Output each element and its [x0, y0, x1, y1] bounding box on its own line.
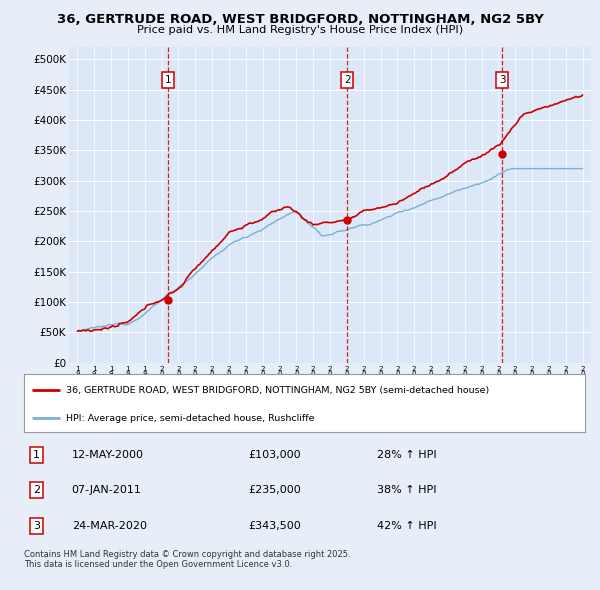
Text: 07-JAN-2011: 07-JAN-2011: [71, 486, 142, 495]
Text: 3: 3: [499, 76, 506, 86]
Text: 1: 1: [33, 450, 40, 460]
Text: £343,500: £343,500: [248, 521, 301, 531]
Text: HPI: Average price, semi-detached house, Rushcliffe: HPI: Average price, semi-detached house,…: [66, 414, 314, 422]
Text: Contains HM Land Registry data © Crown copyright and database right 2025.
This d: Contains HM Land Registry data © Crown c…: [24, 550, 350, 569]
Text: 12-MAY-2000: 12-MAY-2000: [71, 450, 143, 460]
Text: £103,000: £103,000: [248, 450, 301, 460]
Text: 38% ↑ HPI: 38% ↑ HPI: [377, 486, 437, 495]
Text: 3: 3: [33, 521, 40, 531]
Text: 2: 2: [344, 76, 350, 86]
Text: 42% ↑ HPI: 42% ↑ HPI: [377, 521, 437, 531]
Text: Price paid vs. HM Land Registry's House Price Index (HPI): Price paid vs. HM Land Registry's House …: [137, 25, 463, 35]
Text: 2: 2: [33, 486, 40, 495]
Text: 28% ↑ HPI: 28% ↑ HPI: [377, 450, 437, 460]
Text: £235,000: £235,000: [248, 486, 301, 495]
Text: 36, GERTRUDE ROAD, WEST BRIDGFORD, NOTTINGHAM, NG2 5BY: 36, GERTRUDE ROAD, WEST BRIDGFORD, NOTTI…: [56, 13, 544, 26]
Text: 1: 1: [164, 76, 171, 86]
Text: 24-MAR-2020: 24-MAR-2020: [71, 521, 146, 531]
Text: 36, GERTRUDE ROAD, WEST BRIDGFORD, NOTTINGHAM, NG2 5BY (semi-detached house): 36, GERTRUDE ROAD, WEST BRIDGFORD, NOTTI…: [66, 386, 490, 395]
